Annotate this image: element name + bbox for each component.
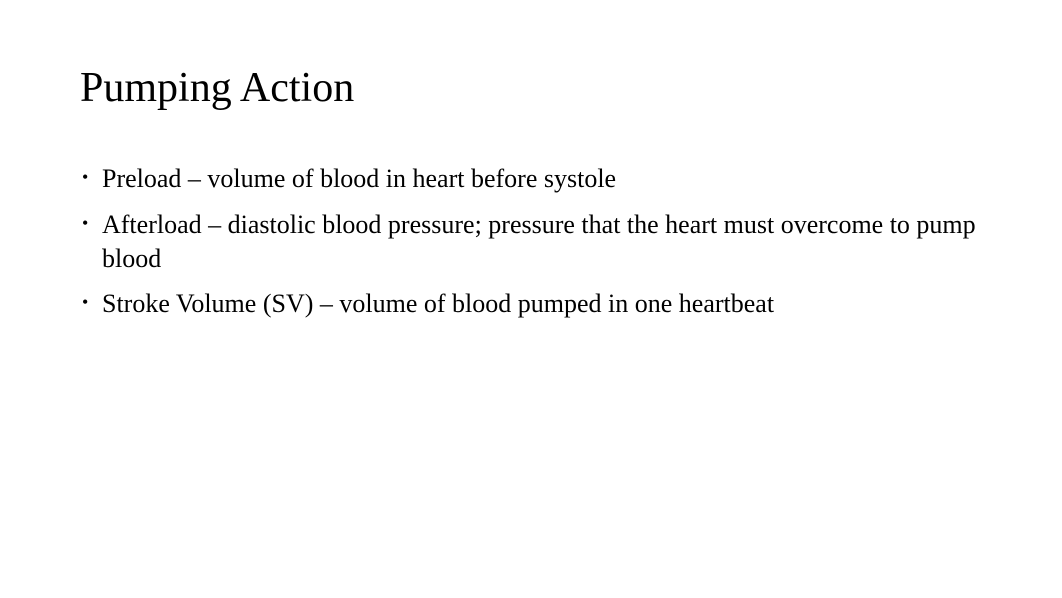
bullet-item: Stroke Volume (SV) – volume of blood pum… [102,287,982,321]
slide-container: Pumping Action Preload – volume of blood… [0,0,1062,321]
bullet-item: Preload – volume of blood in heart befor… [102,162,982,196]
slide-title: Pumping Action [80,64,982,112]
bullet-list: Preload – volume of blood in heart befor… [80,162,982,321]
bullet-item: Afterload – diastolic blood pressure; pr… [102,208,982,276]
